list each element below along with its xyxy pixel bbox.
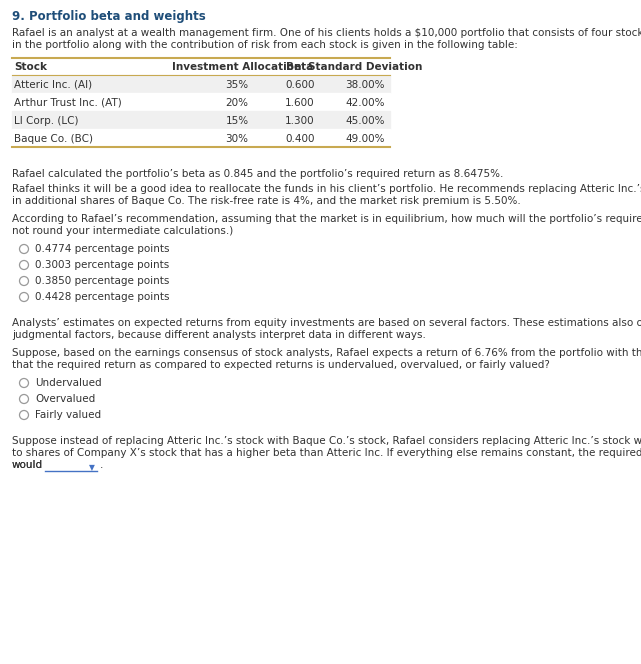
Text: would: would — [12, 460, 43, 470]
Bar — [12, 129, 390, 147]
Text: Investment Allocation: Investment Allocation — [172, 62, 302, 72]
Text: 0.3850 percentage points: 0.3850 percentage points — [35, 276, 169, 286]
Text: 15%: 15% — [226, 116, 249, 125]
Text: 9. Portfolio beta and weights: 9. Portfolio beta and weights — [12, 10, 206, 23]
Text: in the portfolio along with the contribution of risk from each stock is given in: in the portfolio along with the contribu… — [12, 40, 518, 50]
Text: judgmental factors, because different analysts interpret data in different ways.: judgmental factors, because different an… — [12, 330, 426, 340]
Text: LI Corp. (LC): LI Corp. (LC) — [14, 116, 78, 125]
Text: Standard Deviation: Standard Deviation — [308, 62, 422, 72]
Text: .: . — [100, 460, 103, 470]
Text: that the required return as compared to expected returns is undervalued, overval: that the required return as compared to … — [12, 360, 550, 370]
Text: Analysts’ estimates on expected returns from equity investments are based on sev: Analysts’ estimates on expected returns … — [12, 318, 641, 328]
Text: Rafael is an analyst at a wealth management firm. One of his clients holds a $10: Rafael is an analyst at a wealth managem… — [12, 28, 641, 38]
Text: not round your intermediate calculations.): not round your intermediate calculations… — [12, 226, 233, 236]
Text: 49.00%: 49.00% — [345, 133, 385, 143]
Text: Baque Co. (BC): Baque Co. (BC) — [14, 133, 93, 143]
Text: ▼: ▼ — [89, 463, 95, 472]
Text: Arthur Trust Inc. (AT): Arthur Trust Inc. (AT) — [14, 98, 122, 108]
Text: 42.00%: 42.00% — [345, 98, 385, 108]
Text: Suppose, based on the earnings consensus of stock analysts, Rafael expects a ret: Suppose, based on the earnings consensus… — [12, 348, 641, 358]
Text: 20%: 20% — [226, 98, 249, 108]
Text: 1.300: 1.300 — [285, 116, 315, 125]
Text: Beta: Beta — [287, 62, 313, 72]
Text: 0.4428 percentage points: 0.4428 percentage points — [35, 292, 169, 302]
Text: in additional shares of Baque Co. The risk-free rate is 4%, and the market risk : in additional shares of Baque Co. The ri… — [12, 196, 520, 206]
Text: 38.00%: 38.00% — [345, 80, 385, 90]
Bar — [12, 93, 390, 111]
Text: Overvalued: Overvalued — [35, 394, 96, 404]
Bar — [12, 111, 390, 129]
Text: 35%: 35% — [226, 80, 249, 90]
Text: 1.600: 1.600 — [285, 98, 315, 108]
Text: Undervalued: Undervalued — [35, 378, 102, 388]
Text: would: would — [12, 460, 43, 470]
Text: to shares of Company X’s stock that has a higher beta than Atteric Inc. If every: to shares of Company X’s stock that has … — [12, 448, 641, 458]
Text: 45.00%: 45.00% — [345, 116, 385, 125]
Text: Atteric Inc. (AI): Atteric Inc. (AI) — [14, 80, 92, 90]
Text: According to Rafael’s recommendation, assuming that the market is in equilibrium: According to Rafael’s recommendation, as… — [12, 214, 641, 224]
Text: 30%: 30% — [226, 133, 249, 143]
Text: 0.4774 percentage points: 0.4774 percentage points — [35, 244, 169, 254]
Text: 0.400: 0.400 — [285, 133, 315, 143]
Bar — [12, 75, 390, 93]
Text: Suppose instead of replacing Atteric Inc.’s stock with Baque Co.’s stock, Rafael: Suppose instead of replacing Atteric Inc… — [12, 436, 641, 446]
Text: Stock: Stock — [14, 62, 47, 72]
Text: Rafael thinks it will be a good idea to reallocate the funds in his client’s por: Rafael thinks it will be a good idea to … — [12, 184, 641, 194]
Text: Rafael calculated the portfolio’s beta as 0.845 and the portfolio’s required ret: Rafael calculated the portfolio’s beta a… — [12, 169, 503, 179]
Text: Fairly valued: Fairly valued — [35, 410, 101, 420]
Text: 0.3003 percentage points: 0.3003 percentage points — [35, 260, 169, 270]
Text: 0.600: 0.600 — [285, 80, 315, 90]
